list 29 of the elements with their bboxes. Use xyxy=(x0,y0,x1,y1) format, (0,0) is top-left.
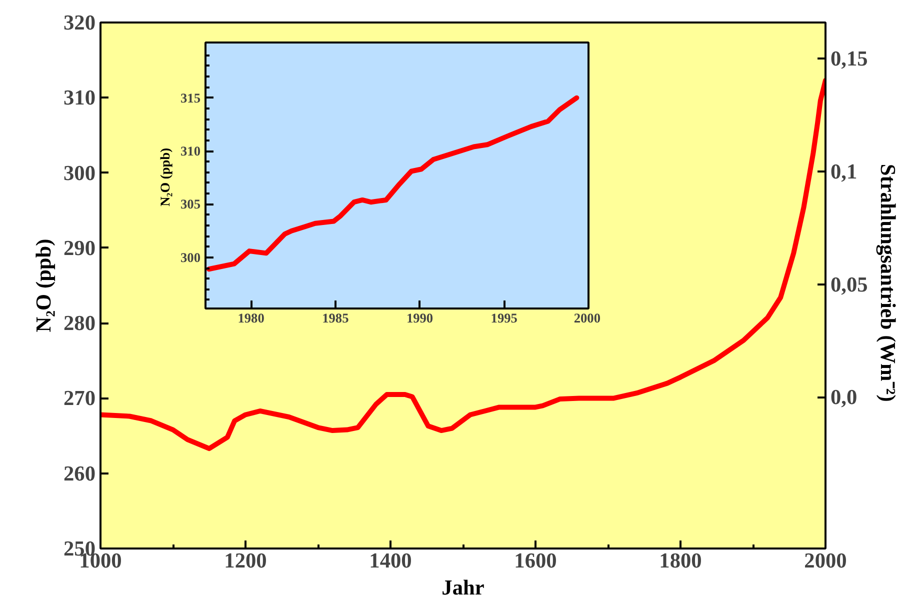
x-tick-label: 1980 xyxy=(238,310,265,326)
y-tick-label: 260 xyxy=(64,461,96,486)
y2-tick-label: 0,15 xyxy=(830,46,868,71)
y-tick-label: 310 xyxy=(180,144,201,159)
x-tick-label: 2000 xyxy=(804,548,847,572)
x-tick-label: 1200 xyxy=(224,548,267,572)
y2-tick-label: 0,05 xyxy=(830,272,868,296)
x-tick-label: 2000 xyxy=(574,310,601,326)
x-tick-label: 1400 xyxy=(369,548,412,572)
y-axis-title: N₂O (ppb) xyxy=(158,148,173,206)
y2-tick-label: 0,0 xyxy=(830,385,858,410)
y-tick-label: 300 xyxy=(180,250,201,265)
y-tick-label: 270 xyxy=(64,386,96,410)
x-tick-label: 1800 xyxy=(659,548,702,572)
y-tick-label: 320 xyxy=(64,10,96,34)
y2-tick-label: 0,1 xyxy=(830,159,858,184)
y2-axis-title: Strahlungsantrieb (Wm⁻²) xyxy=(876,164,900,402)
y-tick-label: 315 xyxy=(180,90,201,106)
y-tick-label: 305 xyxy=(180,196,201,212)
x-tick-label: 1600 xyxy=(514,548,557,572)
x-tick-label: 1990 xyxy=(406,310,434,326)
y-tick-label: 280 xyxy=(64,311,96,336)
x-tick-label: 1985 xyxy=(322,310,350,326)
x-tick-label: 1995 xyxy=(490,310,518,326)
y-axis-title: N₂O (ppb) xyxy=(32,238,56,332)
x-axis-title: Jahr xyxy=(442,576,485,600)
y-tick-label: 300 xyxy=(64,160,96,185)
y-tick-label: 310 xyxy=(64,86,96,110)
y-tick-label: 290 xyxy=(64,236,96,260)
